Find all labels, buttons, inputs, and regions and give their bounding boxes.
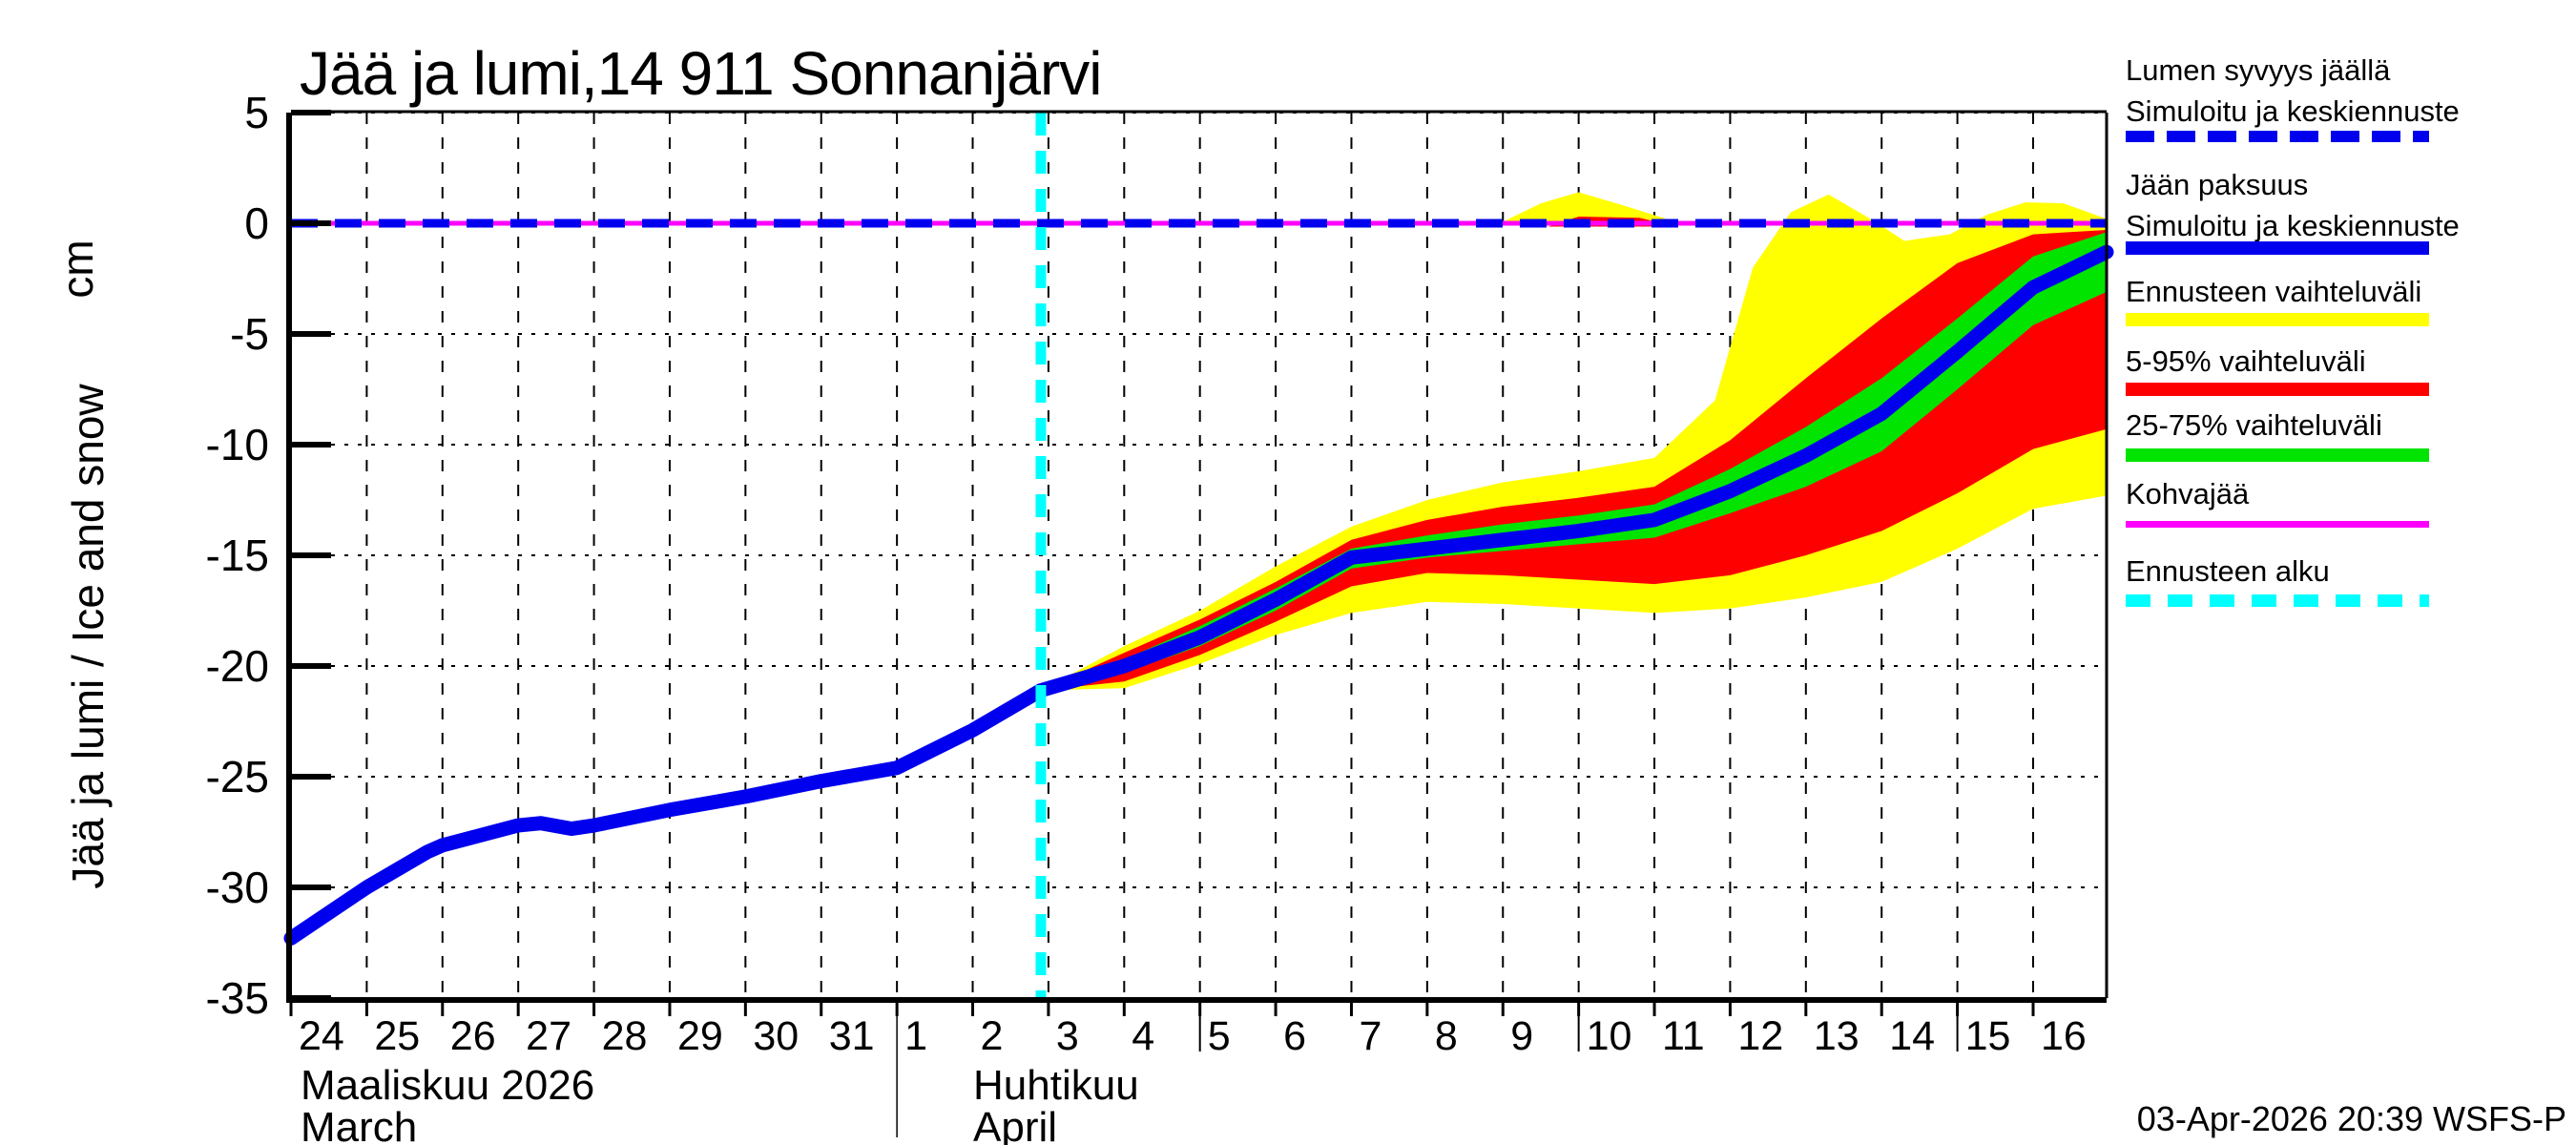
legend-swatch-blue-solid-icon [2126,241,2429,255]
legend-item-forecast-start: Ennusteen alku [2126,551,2330,592]
x-day-label: 2 [981,1013,1004,1059]
legend-item-5-95-range: 5-95% vaihteluväli [2126,341,2366,382]
x-day-label: 10 [1587,1013,1632,1059]
chart-title: Jää ja lumi,14 911 Sonnanjärvi [300,39,1102,108]
month-label-en: March [301,1104,417,1145]
x-day-label: 26 [450,1013,496,1059]
y-tick-label: -10 [206,420,269,469]
x-day-label: 13 [1814,1013,1859,1059]
legend-swatch-cyan-dashed-icon [2126,594,2429,607]
month-label-fi: Huhtikuu [973,1062,1139,1109]
y-tick-label: 5 [244,88,269,137]
legend-item-snow-depth: Lumen syvyys jäällä Simuloitu ja keskien… [2126,50,2460,132]
legend-label: 5-95% vaihteluväli [2126,344,2366,378]
legend-item-kohvajaa: Kohvajää [2126,473,2249,514]
x-day-label: 15 [1965,1013,2011,1059]
x-day-label: 31 [829,1013,875,1059]
x-day-label: 16 [2041,1013,2087,1059]
x-day-label: 11 [1662,1013,1705,1059]
x-day-label: 3 [1056,1013,1079,1059]
x-day-label: 9 [1510,1013,1533,1059]
ice-thickness-line [283,244,2114,946]
x-day-label: 30 [753,1013,799,1059]
x-day-label: 1 [904,1013,927,1059]
legend-swatch-yellow-band-icon [2126,313,2429,326]
legend-item-forecast-range: Ennusteen vaihteluväli [2126,271,2421,312]
x-day-label: 29 [677,1013,723,1059]
legend-swatch-red-band-icon [2126,383,2429,396]
x-day-label: 28 [602,1013,648,1059]
timestamp: 03-Apr-2026 20:39 WSFS-P [2136,1099,2566,1138]
legend-item-ice-thickness: Jään paksuus Simuloitu ja keskiennuste [2126,164,2460,246]
y-tick-label: -35 [206,973,269,1023]
legend-swatch-magenta-line-icon [2126,521,2429,528]
x-day-label: 7 [1359,1013,1381,1059]
x-day-label: 12 [1737,1013,1783,1059]
x-day-label: 4 [1132,1013,1154,1059]
x-day-label: 6 [1283,1013,1306,1059]
y-tick-label: -25 [206,752,269,802]
x-day-label: 27 [526,1013,571,1059]
legend-label: Lumen syvyys jäällä [2126,53,2391,87]
legend-swatch-green-band-icon [2126,448,2429,462]
band-snow_forecast_bump_yellow [1495,192,1670,226]
y-tick-label: -20 [206,641,269,691]
legend-label: Ennusteen vaihteluväli [2126,275,2422,308]
x-day-label: 5 [1208,1013,1231,1059]
legend-swatch-blue-dashed-icon [2126,131,2429,142]
month-label-fi: Maaliskuu 2026 [301,1062,594,1109]
legend-label: Kohvajää [2126,477,2250,510]
x-day-label: 25 [374,1013,420,1059]
y-tick-label: -30 [206,863,269,912]
y-tick-label: 0 [244,198,269,248]
y-tick-label: -5 [230,309,269,359]
legend-item-25-75-range: 25-75% vaihteluväli [2126,405,2382,446]
x-day-label: 24 [299,1013,344,1059]
y-tick-label: -15 [206,531,269,580]
legend-label: Ennusteen alku [2126,554,2330,588]
legend-label: Jään paksuus [2126,168,2309,201]
month-label-en: April [973,1104,1057,1145]
legend-label: 25-75% vaihteluväli [2126,408,2382,442]
legend-label: Simuloitu ja keskiennuste [2126,209,2460,242]
legend-label: Simuloitu ja keskiennuste [2126,94,2460,128]
x-day-label: 14 [1889,1013,1935,1059]
x-day-label: 8 [1435,1013,1458,1059]
